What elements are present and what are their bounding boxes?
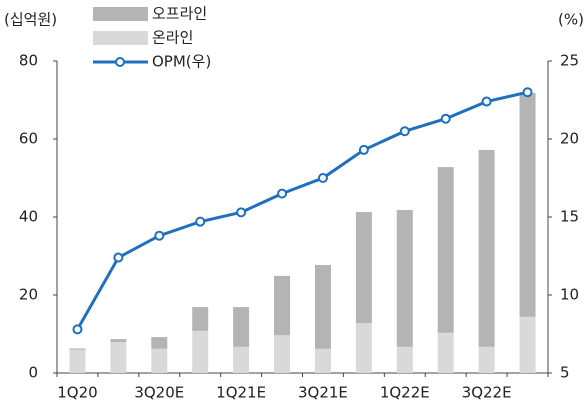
marker	[440, 113, 451, 124]
bar	[192, 330, 209, 373]
x-tick-label: 1Q20	[57, 384, 97, 402]
legend-label: 오프라인	[152, 5, 207, 23]
y2-tick-label: 10	[560, 286, 579, 304]
bar	[396, 346, 413, 373]
bar	[274, 335, 291, 373]
bar	[478, 346, 495, 373]
bar	[355, 211, 372, 324]
bar	[192, 307, 209, 331]
bar	[437, 332, 454, 373]
bar	[69, 348, 86, 350]
x-tick-label: 3Q22E	[462, 384, 512, 402]
bar	[396, 209, 413, 347]
x-tick-label: 3Q21E	[298, 384, 348, 402]
y2-tick-label: 5	[560, 364, 570, 382]
bar	[519, 92, 536, 317]
y2-tick-label: 15	[560, 208, 579, 226]
x-tick-label: 1Q21E	[216, 384, 266, 402]
bar	[110, 339, 127, 343]
bar	[233, 307, 250, 347]
y2-axis-label: (%)	[558, 11, 584, 29]
x-tick-label: 3Q20E	[134, 384, 184, 402]
bar	[314, 264, 331, 349]
bar	[233, 346, 250, 373]
marker	[358, 144, 369, 155]
legend-label: OPM(우)	[152, 53, 211, 71]
bar	[519, 316, 536, 373]
y-tick-label: 60	[19, 130, 38, 148]
bar	[151, 348, 168, 373]
marker	[277, 188, 288, 199]
marker	[481, 96, 492, 107]
x-tick-label: 1Q22E	[380, 384, 430, 402]
marker	[317, 173, 328, 183]
y2-tick-label: 20	[560, 130, 579, 148]
marker	[522, 87, 533, 98]
bar	[151, 337, 168, 349]
marker	[72, 324, 83, 335]
legend-swatch	[93, 7, 148, 21]
y-tick-label: 40	[19, 208, 38, 226]
bar	[69, 349, 86, 373]
bar	[478, 149, 495, 347]
marker	[154, 230, 165, 241]
marker	[195, 216, 206, 227]
marker	[236, 207, 247, 218]
marker	[113, 252, 124, 263]
y-axis-label: (십억원)	[4, 11, 57, 29]
bar	[110, 342, 127, 373]
marker	[399, 126, 410, 137]
y-tick-label: 20	[19, 286, 38, 304]
y-tick-label: 80	[19, 52, 38, 70]
bar	[274, 275, 291, 336]
bar	[314, 348, 331, 373]
bar	[355, 323, 372, 373]
legend-swatch	[93, 31, 148, 45]
y-tick-label: 0	[28, 364, 38, 382]
legend-marker	[115, 57, 125, 67]
y2-tick-label: 25	[560, 52, 579, 70]
bar	[437, 167, 454, 333]
line	[76, 90, 528, 331]
legend-label: 온라인	[152, 29, 193, 47]
